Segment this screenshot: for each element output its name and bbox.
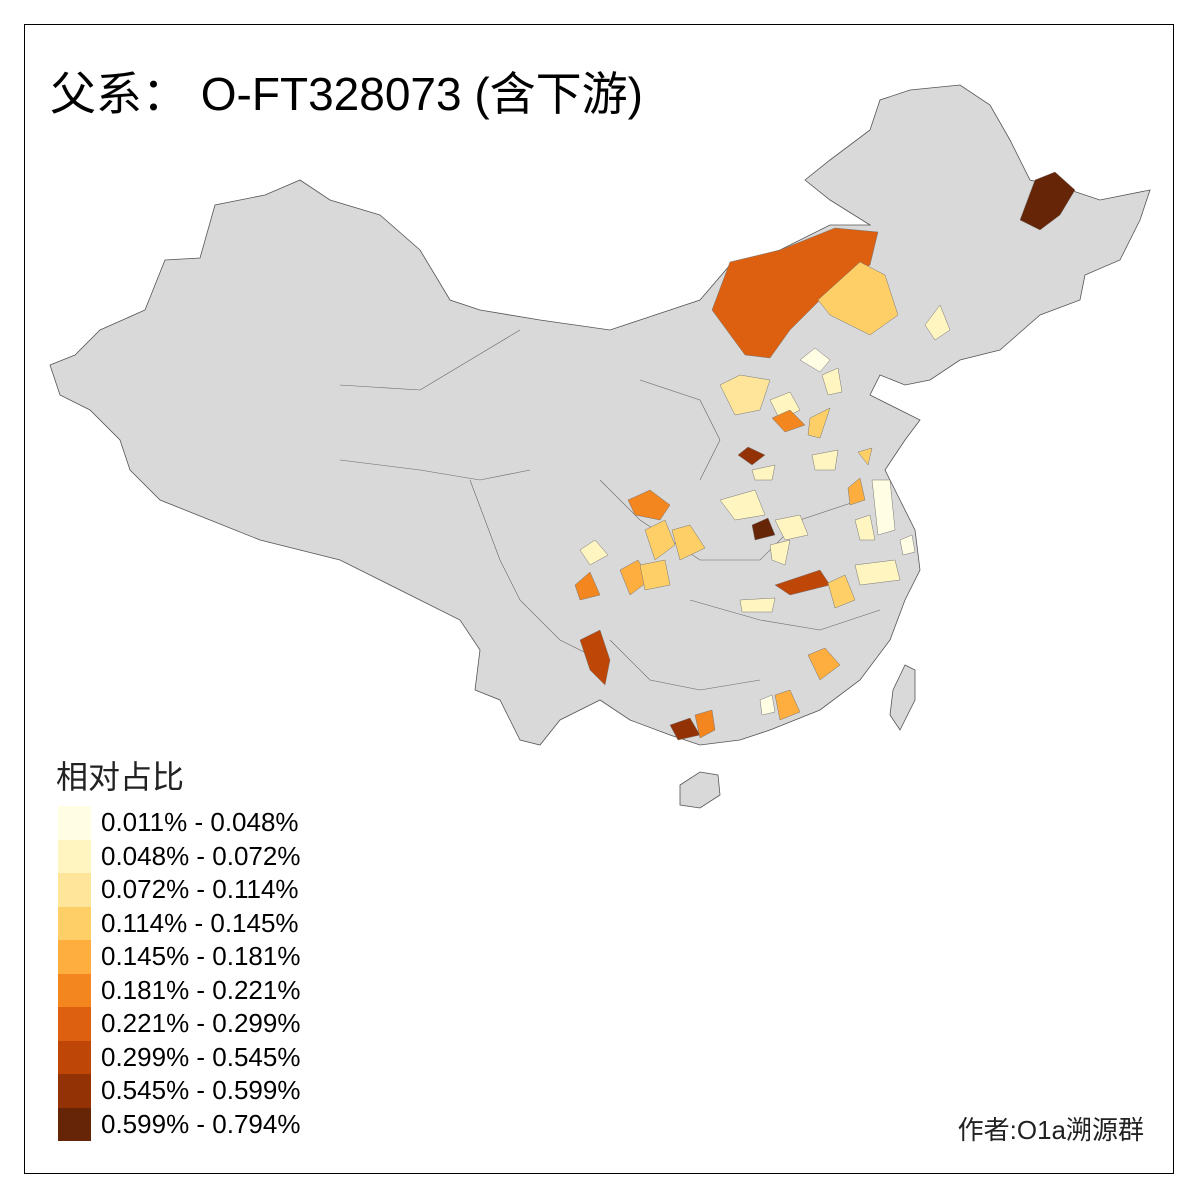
legend-swatch (58, 1074, 91, 1108)
shaded-region (857, 447, 873, 466)
shaded-region (1019, 171, 1076, 231)
shaded-region (774, 689, 801, 721)
legend-item: 0.221% - 0.299% (58, 1007, 300, 1041)
legend-swatch (58, 839, 91, 873)
shaded-region (827, 574, 856, 609)
shaded-region (739, 597, 776, 613)
author-credit: 作者:O1a溯源群 (957, 1115, 1144, 1145)
legend-item: 0.545% - 0.599% (58, 1074, 300, 1108)
shaded-region (774, 514, 809, 541)
legend-swatch (58, 806, 91, 840)
legend-label: 0.181% - 0.221% (101, 974, 301, 1005)
shaded-region (811, 449, 839, 471)
shaded-region (847, 477, 866, 506)
legend: 0.011% - 0.048% 0.048% - 0.072% 0.072% -… (58, 806, 300, 1141)
shaded-region (579, 539, 609, 566)
shaded-region (807, 647, 841, 681)
legend-swatch (58, 973, 91, 1007)
hainan-island (679, 771, 721, 809)
province-borders (339, 329, 881, 691)
legend-swatch (58, 906, 91, 940)
shaded-region (644, 519, 676, 561)
shaded-region (711, 227, 879, 359)
legend-item: 0.011% - 0.048% (58, 806, 300, 840)
legend-swatch (58, 1040, 91, 1074)
shaded-region (694, 709, 716, 739)
shaded-region (854, 559, 901, 586)
shaded-region (579, 629, 611, 686)
legend-title: 相对占比 (56, 759, 185, 795)
legend-item: 0.599% - 0.794% (58, 1107, 301, 1141)
legend-label: 0.011% - 0.048% (101, 807, 299, 838)
legend-label: 0.545% - 0.599% (101, 1075, 301, 1106)
shaded-region (854, 514, 876, 541)
shaded-region (899, 534, 916, 556)
legend-item: 0.181% - 0.221% (58, 973, 301, 1007)
legend-item: 0.114% - 0.145% (58, 906, 300, 940)
shaded-region (807, 407, 831, 439)
shaded-region (639, 559, 671, 591)
legend-swatch (58, 940, 91, 974)
shaded-region (817, 261, 899, 336)
legend-swatch (58, 1007, 91, 1041)
shaded-region (737, 446, 766, 466)
shaded-region (871, 479, 896, 536)
legend-label: 0.299% - 0.545% (101, 1041, 301, 1072)
shaded-region (759, 694, 776, 716)
shaded-region (924, 304, 951, 341)
shaded-region (751, 517, 776, 541)
legend-item: 0.072% - 0.114% (58, 873, 300, 907)
legend-swatch (58, 873, 91, 907)
legend-item: 0.048% - 0.072% (58, 839, 301, 873)
shaded-region (821, 367, 843, 396)
map-title: 父系： O-FT328073 (含下游) (50, 68, 643, 120)
legend-item: 0.299% - 0.545% (58, 1040, 301, 1074)
legend-label: 0.221% - 0.299% (101, 1008, 301, 1039)
taiwan-island (889, 664, 916, 731)
legend-item: 0.145% - 0.181% (58, 940, 300, 974)
shaded-region (771, 409, 806, 433)
legend-label: 0.599% - 0.794% (101, 1108, 301, 1139)
shaded-region (627, 489, 671, 521)
legend-label: 0.048% - 0.072% (101, 840, 301, 871)
shaded-region (799, 347, 831, 373)
frame-border (24, 24, 1174, 1174)
shaded-region (574, 571, 601, 601)
legend-label: 0.072% - 0.114% (101, 874, 299, 905)
legend-label: 0.145% - 0.181% (101, 941, 301, 972)
shaded-region (719, 489, 766, 521)
shaded-region (719, 374, 771, 416)
legend-label: 0.114% - 0.145% (101, 907, 299, 938)
legend-swatch (58, 1107, 91, 1141)
shaded-region (671, 524, 706, 561)
shaded-region (769, 539, 791, 566)
shaded-region (751, 464, 776, 481)
